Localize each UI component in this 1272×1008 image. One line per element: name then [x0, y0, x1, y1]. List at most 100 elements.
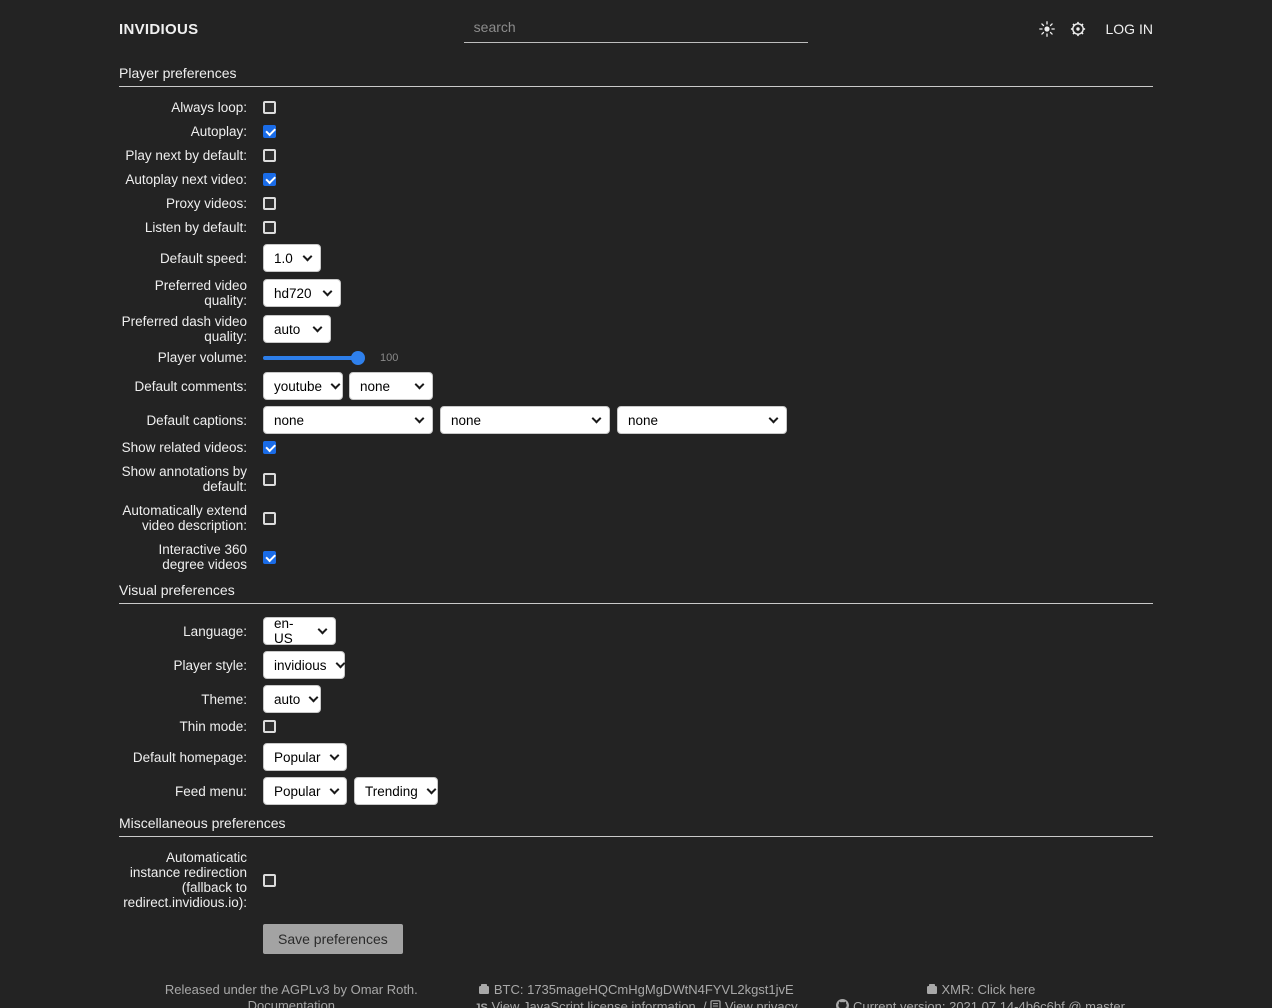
documentation-link[interactable]: Documentation — [247, 997, 336, 1008]
brand-container: INVIDIOUS — [119, 21, 464, 38]
interactive-360-checkbox[interactable] — [263, 550, 276, 564]
listen-default-label: Listen by default: — [144, 220, 247, 235]
log-in-link[interactable]: LOG IN — [1105, 21, 1153, 37]
miscellaneous-preferences-heading: Miscellaneous preferences — [119, 815, 1153, 837]
pref-row: Play next by default: — [119, 148, 1153, 163]
footer-license-column: Released under the AGPLv3 by Omar Roth. … — [119, 982, 464, 1008]
pref-row: Preferred video quality: hd720 — [119, 278, 1153, 308]
thin-mode-label: Thin mode: — [179, 719, 247, 734]
default-homepage-label: Default homepage: — [132, 749, 247, 765]
footer-version-column: XMR: Click here Current version: 2021.07… — [808, 982, 1153, 1008]
extend-description-label: Automatically extend video description: — [122, 503, 247, 533]
chevron-down-icon — [414, 413, 425, 424]
comments-select-2[interactable]: none — [349, 372, 433, 400]
extend-description-checkbox[interactable] — [263, 511, 276, 525]
always-loop-checkbox[interactable] — [263, 101, 276, 114]
search-input[interactable] — [463, 15, 809, 43]
feed-menu-label: Feed menu: — [174, 783, 247, 799]
player-style-select[interactable]: invidious — [263, 651, 345, 679]
btc-address: BTC: 1735mageHQCmHgMgDWtN4FYVL2kgst1jvE — [493, 982, 794, 997]
pref-row: Thin mode: — [119, 719, 1153, 734]
proxy-videos-checkbox[interactable] — [263, 197, 276, 210]
chevron-down-icon — [308, 692, 319, 703]
preferences-form: Player preferences Always loop: Autoplay… — [119, 65, 1153, 954]
play-next-checkbox[interactable] — [263, 149, 276, 162]
player-volume-label: Player volume: — [157, 350, 247, 365]
always-loop-label: Always loop: — [171, 100, 247, 115]
chevron-down-icon — [322, 286, 333, 297]
gear-icon[interactable] — [1070, 21, 1086, 37]
dash-quality-select[interactable]: auto — [263, 315, 331, 343]
interactive-360-label: Interactive 360 degree videos — [158, 542, 247, 572]
language-select[interactable]: en-US — [263, 616, 336, 646]
slider-thumb[interactable] — [351, 350, 365, 365]
chevron-down-icon — [302, 251, 313, 262]
sun-icon[interactable] — [1038, 21, 1055, 37]
captions-select-1[interactable]: none — [263, 406, 433, 434]
player-preferences-heading: Player preferences — [119, 65, 1153, 87]
pref-row: Theme: auto — [119, 685, 1153, 713]
pref-row: Default homepage: Popular — [119, 743, 1153, 771]
instance-redirect-checkbox[interactable] — [263, 873, 276, 887]
xmr-label: XMR: — [941, 982, 974, 997]
related-videos-checkbox[interactable] — [263, 441, 276, 454]
invidious-preferences-page: INVIDIOUS — [119, 0, 1153, 1008]
privacy-policy-link[interactable]: View privacy policy. — [724, 998, 798, 1008]
license-text: Released under the AGPLv3 by Omar Roth. — [164, 982, 418, 997]
document-icon — [710, 999, 721, 1008]
visual-preferences-heading: Visual preferences — [119, 582, 1153, 604]
github-icon — [836, 998, 850, 1008]
autoplay-next-label: Autoplay next video: — [125, 172, 247, 187]
chevron-down-icon — [335, 658, 345, 669]
autoplay-checkbox[interactable] — [263, 125, 276, 138]
play-next-label: Play next by default: — [125, 148, 247, 163]
pref-row: Show related videos: — [119, 440, 1153, 455]
pref-row: Player volume: 100 — [119, 350, 1153, 365]
pref-row: Feed menu: Popular Trending — [119, 777, 1153, 805]
footer-separator: / — [702, 998, 707, 1008]
pref-row: Automaticatic instance redirection (fall… — [119, 850, 1153, 910]
related-videos-label: Show related videos: — [121, 440, 247, 455]
captions-select-3[interactable]: none — [617, 406, 787, 434]
chevron-down-icon — [330, 379, 341, 390]
chevron-down-icon — [329, 750, 339, 761]
pref-row: Player style: invidious — [119, 651, 1153, 679]
player-style-label: Player style: — [173, 657, 247, 673]
feed-menu-select-1[interactable]: Popular — [263, 777, 347, 805]
theme-select[interactable]: auto — [263, 685, 321, 713]
annotations-label: Show annotations by default: — [121, 464, 247, 494]
chevron-down-icon — [768, 413, 779, 424]
theme-label: Theme: — [201, 691, 247, 707]
annotations-checkbox[interactable] — [263, 472, 276, 486]
invidious-logo[interactable]: INVIDIOUS — [119, 20, 199, 38]
version-text: Current version: 2021.07.14-4b6c6bf @ ma… — [853, 998, 1125, 1008]
comments-select-1[interactable]: youtube — [263, 372, 343, 400]
pref-row: Autoplay next video: — [119, 172, 1153, 187]
page-footer: Released under the AGPLv3 by Omar Roth. … — [119, 982, 1153, 1008]
autoplay-next-checkbox[interactable] — [263, 173, 276, 186]
chevron-down-icon — [426, 784, 437, 795]
wallet-icon — [478, 983, 490, 999]
pref-row: Interactive 360 degree videos — [119, 542, 1153, 572]
save-preferences-button[interactable]: Save preferences — [263, 924, 403, 954]
listen-default-checkbox[interactable] — [263, 221, 276, 234]
pref-row: Listen by default: — [119, 220, 1153, 235]
chevron-down-icon — [591, 413, 602, 424]
xmr-link[interactable]: Click here — [977, 982, 1036, 997]
default-speed-select[interactable]: 1.0 — [263, 244, 321, 272]
thin-mode-checkbox[interactable] — [263, 720, 276, 733]
default-speed-label: Default speed: — [159, 250, 247, 266]
chevron-down-icon — [312, 322, 323, 333]
homepage-select[interactable]: Popular — [263, 743, 347, 771]
pref-row: Preferred dash video quality: auto — [119, 314, 1153, 344]
pref-row: Autoplay: — [119, 124, 1153, 139]
captions-select-2[interactable]: none — [440, 406, 610, 434]
pref-row: Proxy videos: — [119, 196, 1153, 211]
autoplay-label: Autoplay: — [190, 124, 247, 139]
js-license-link[interactable]: View JavaScript license information. — [491, 998, 700, 1008]
video-quality-select[interactable]: hd720 — [263, 279, 341, 307]
chevron-down-icon — [329, 784, 339, 795]
pref-row: Default comments: youtube none — [119, 372, 1153, 400]
feed-menu-select-2[interactable]: Trending — [354, 777, 438, 805]
player-volume-slider[interactable] — [263, 350, 365, 365]
